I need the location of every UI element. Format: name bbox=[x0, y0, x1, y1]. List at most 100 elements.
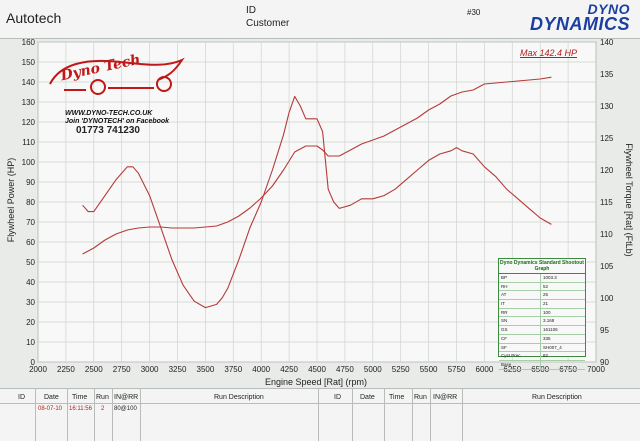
info-divider bbox=[540, 334, 541, 343]
info-value: 1003.3 bbox=[543, 275, 557, 280]
run-info-box: Dyno Dynamics Standard Shootout Graph BP… bbox=[498, 258, 586, 370]
info-row: IT 21 bbox=[499, 300, 585, 309]
left-y-tick-label: 60 bbox=[26, 238, 35, 247]
x-tick-label: 2250 bbox=[57, 365, 75, 374]
info-row: BP 1003.3 bbox=[499, 274, 585, 283]
left-y-tick-label: 40 bbox=[26, 278, 35, 287]
right-y-tick-label: 100 bbox=[600, 294, 614, 303]
col-id: ID bbox=[18, 394, 25, 401]
info-row: Cyst Prec 82 bbox=[499, 352, 585, 361]
right-y-tick-label: 105 bbox=[600, 262, 614, 271]
right-y-tick-label: 110 bbox=[600, 230, 613, 239]
x-tick-label: 5500 bbox=[420, 365, 438, 374]
info-divider bbox=[540, 308, 541, 317]
col-run: Run bbox=[96, 394, 109, 401]
col-inrr-2: IN@RR bbox=[433, 394, 458, 401]
col-run-description: Run Description bbox=[214, 394, 264, 401]
info-divider bbox=[540, 343, 541, 352]
info-key: IT bbox=[501, 301, 505, 307]
run-table-sep bbox=[462, 389, 463, 441]
left-y-tick-label: 50 bbox=[26, 258, 35, 267]
info-value: SH007_4 bbox=[543, 344, 562, 350]
x-tick-label: 2000 bbox=[29, 365, 47, 374]
info-value: 3.168 bbox=[543, 318, 555, 324]
brand-line2: DYNAMICS bbox=[529, 14, 630, 34]
left-y-tick-label: 10 bbox=[26, 338, 35, 347]
col-run-2: Run bbox=[414, 394, 427, 401]
info-key: GS bbox=[501, 327, 508, 333]
left-y-tick-label: 110 bbox=[22, 138, 35, 147]
left-y-tick-label: 80 bbox=[26, 198, 35, 207]
info-value: 52 bbox=[543, 283, 549, 289]
info-divider bbox=[540, 291, 541, 300]
x-tick-label: 2750 bbox=[113, 365, 131, 374]
run-number: 2 bbox=[101, 406, 105, 412]
max-power-label: Max 142.4 HP bbox=[520, 48, 578, 58]
run-inrr: 80@100 bbox=[114, 406, 137, 412]
info-value: 335 bbox=[543, 335, 551, 341]
left-y-tick-label: 20 bbox=[26, 318, 35, 327]
info-key: RR bbox=[501, 309, 508, 315]
info-divider bbox=[540, 352, 541, 360]
run-table-sep bbox=[384, 389, 385, 441]
right-y-tick-label: 120 bbox=[600, 166, 614, 175]
info-key: AT bbox=[501, 292, 507, 298]
x-tick-label: 4750 bbox=[336, 365, 354, 374]
col-time-2: Time bbox=[389, 394, 405, 401]
col-id-2: ID bbox=[334, 394, 341, 401]
col-time: Time bbox=[72, 394, 88, 401]
right-y-tick-label: 125 bbox=[600, 134, 614, 143]
website-text: WWW.DYNO-TECH.CO.UK bbox=[65, 110, 153, 117]
report-number: #30 bbox=[467, 8, 481, 17]
right-y-tick-label: 130 bbox=[600, 102, 614, 111]
info-key: BP bbox=[501, 275, 508, 280]
x-tick-label: 3750 bbox=[224, 365, 242, 374]
right-y-tick-label: 95 bbox=[600, 326, 609, 335]
x-tick-label: 2500 bbox=[85, 365, 103, 374]
left-y-tick-label: 70 bbox=[26, 218, 35, 227]
right-y-tick-label: 115 bbox=[600, 198, 613, 207]
right-y-tick-label: 140 bbox=[600, 38, 614, 47]
info-divider bbox=[540, 274, 541, 282]
left-y-tick-label: 160 bbox=[22, 38, 36, 47]
brand-line1: DYNO bbox=[587, 1, 630, 17]
dyno-tech-logo: Dyno Tech bbox=[46, 52, 186, 96]
run-table-sep bbox=[67, 389, 68, 441]
phone-number: 01773 741230 bbox=[76, 125, 140, 136]
facebook-text: Join 'DYNOTECH' on Facebook bbox=[65, 118, 170, 125]
info-key: Cyst Prec bbox=[501, 353, 521, 359]
shop-title: Autotech bbox=[6, 10, 62, 26]
report-header: Autotech ID Customer #30 DYNO DYNAMICS bbox=[0, 0, 640, 39]
info-box-title: Dyno Dynamics Standard Shootout Graph bbox=[499, 260, 585, 274]
info-key: CF bbox=[501, 335, 507, 341]
left-y-tick-label: 30 bbox=[26, 298, 35, 307]
dyno-dynamics-logo: DYNO DYNAMICS bbox=[490, 1, 636, 37]
car-outline-icon bbox=[49, 57, 185, 95]
info-value: 161106 bbox=[543, 327, 558, 333]
info-row: SN 3.168 bbox=[499, 317, 585, 327]
run-table-sep bbox=[112, 389, 113, 441]
x-tick-label: 3000 bbox=[141, 365, 159, 374]
x-tick-label: 4000 bbox=[252, 365, 270, 374]
info-row: Base bbox=[499, 360, 585, 370]
left-y-axis-ticks: 0 10 20 30 40 50 60 70 80 90 100 110 120 130 140 150 160 bbox=[22, 38, 36, 367]
left-y-tick-label: 120 bbox=[22, 118, 36, 127]
run-table-sep bbox=[94, 389, 95, 441]
info-value: 21 bbox=[543, 301, 549, 307]
info-value: 82 bbox=[543, 353, 549, 359]
left-y-tick-label: 130 bbox=[22, 98, 36, 107]
col-date: Date bbox=[44, 394, 59, 401]
left-y-tick-label: 90 bbox=[26, 178, 35, 187]
x-tick-label: 3250 bbox=[169, 365, 187, 374]
x-tick-label: 4500 bbox=[308, 365, 326, 374]
x-tick-label: 4250 bbox=[280, 365, 298, 374]
info-divider bbox=[540, 326, 541, 334]
x-tick-label: 6000 bbox=[476, 365, 494, 374]
x-tick-label: 5000 bbox=[364, 365, 382, 374]
run-table-sep bbox=[430, 389, 431, 441]
info-value: 100 bbox=[543, 309, 551, 315]
col-inrr: IN@RR bbox=[114, 394, 139, 401]
right-y-tick-label: 90 bbox=[600, 358, 609, 367]
run-table-sep bbox=[352, 389, 353, 441]
info-divider bbox=[540, 317, 541, 326]
